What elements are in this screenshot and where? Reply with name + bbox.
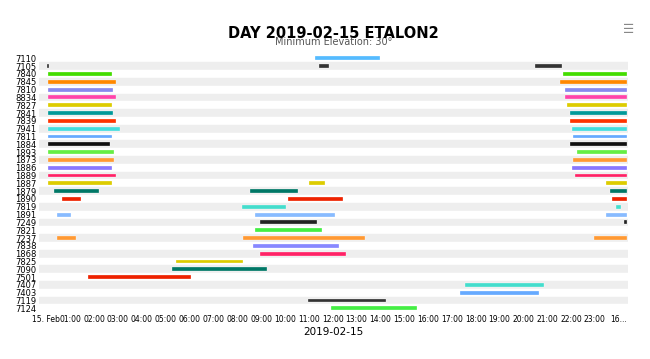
Bar [39, 281, 629, 289]
Bar [47, 174, 116, 177]
Bar [39, 125, 629, 132]
Bar [47, 166, 112, 170]
Bar [57, 236, 76, 240]
Bar [606, 213, 627, 216]
Bar [260, 220, 317, 224]
Bar [39, 187, 629, 195]
Bar [563, 72, 627, 76]
Bar [88, 275, 190, 279]
Bar [39, 156, 629, 164]
Bar [315, 56, 380, 60]
Bar [47, 142, 110, 146]
Bar [250, 189, 298, 193]
Bar [47, 103, 112, 107]
Bar [572, 166, 627, 170]
Bar [332, 306, 417, 310]
Text: ☰: ☰ [623, 23, 634, 36]
Bar [47, 64, 49, 68]
Bar [39, 195, 629, 203]
Bar [47, 72, 112, 76]
Bar [253, 244, 339, 248]
Bar [577, 150, 627, 154]
Bar [39, 148, 629, 156]
Bar [47, 111, 113, 115]
Bar [39, 203, 629, 211]
Bar [39, 132, 629, 140]
Bar [47, 135, 112, 139]
Bar [47, 88, 113, 92]
Bar [573, 135, 627, 139]
Bar [57, 213, 72, 216]
Bar [616, 205, 621, 209]
Bar [39, 55, 629, 62]
Bar [47, 181, 112, 185]
Bar [47, 80, 116, 84]
Bar [39, 297, 629, 304]
Bar [47, 158, 114, 162]
Bar [62, 197, 81, 201]
Bar [465, 283, 543, 287]
Bar [39, 211, 629, 219]
Bar [47, 150, 114, 154]
Bar [610, 189, 627, 193]
Bar [176, 260, 243, 264]
Bar [309, 181, 326, 185]
X-axis label: 2019-02-15: 2019-02-15 [304, 327, 364, 337]
Bar [47, 127, 120, 131]
Bar [39, 289, 629, 297]
Bar [573, 158, 627, 162]
Bar [39, 242, 629, 250]
Bar [565, 95, 627, 99]
Bar [255, 213, 335, 216]
Bar [575, 174, 627, 177]
Bar [570, 111, 627, 115]
Bar [39, 62, 629, 70]
Bar [565, 88, 627, 92]
Bar [39, 180, 629, 187]
Bar [53, 189, 99, 193]
Bar [319, 64, 329, 68]
Title: DAY 2019-02-15 ETALON2: DAY 2019-02-15 ETALON2 [228, 26, 439, 41]
Bar [606, 181, 627, 185]
Bar [570, 142, 627, 146]
Bar [560, 80, 627, 84]
Bar [47, 95, 116, 99]
Bar [39, 86, 629, 93]
Bar [567, 103, 627, 107]
Bar [612, 197, 627, 201]
Bar [39, 109, 629, 117]
Bar [39, 78, 629, 86]
Bar [242, 205, 286, 209]
Bar [570, 119, 627, 123]
Bar [39, 250, 629, 257]
Bar [593, 236, 627, 240]
Bar [39, 219, 629, 226]
Bar [243, 236, 365, 240]
Bar [307, 299, 386, 303]
Bar [39, 304, 629, 312]
Bar [172, 267, 267, 271]
Bar [39, 117, 629, 125]
Bar [536, 64, 562, 68]
Bar [39, 257, 629, 265]
Bar [572, 127, 627, 131]
Bar [39, 93, 629, 101]
Bar [39, 164, 629, 172]
Bar [47, 119, 116, 123]
Bar [460, 291, 539, 295]
Bar [289, 197, 343, 201]
Bar [39, 273, 629, 281]
Bar [39, 234, 629, 242]
Bar [39, 70, 629, 78]
Bar [255, 228, 322, 232]
Bar [39, 140, 629, 148]
Bar [39, 172, 629, 180]
Bar [623, 220, 627, 224]
Bar [39, 265, 629, 273]
Bar [260, 252, 346, 256]
Text: Minimum Elevation: 30°: Minimum Elevation: 30° [275, 37, 393, 47]
Bar [39, 226, 629, 234]
Bar [39, 101, 629, 109]
